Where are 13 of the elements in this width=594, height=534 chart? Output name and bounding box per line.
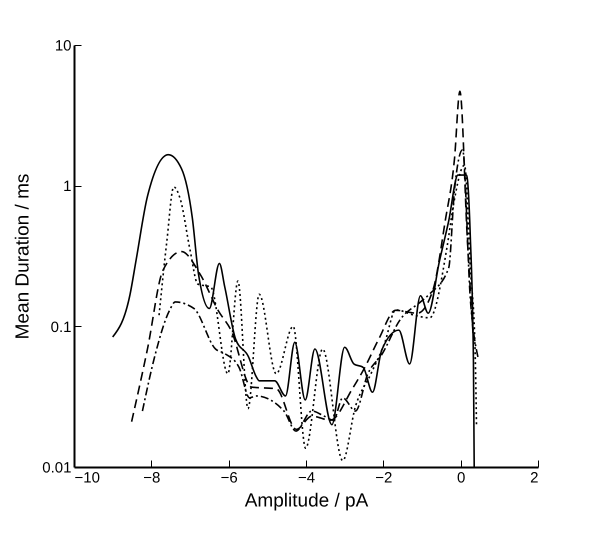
y-tick-label: 1	[63, 178, 72, 196]
y-tick-label: 0.1	[50, 318, 72, 336]
x-axis-title: Amplitude / pA	[244, 490, 369, 512]
x-tick-label: −10	[74, 470, 100, 486]
x-tick-label: 2	[530, 470, 538, 486]
x-tick-label: −8	[143, 470, 160, 486]
x-tick-label: −2	[375, 470, 392, 486]
x-tick-label: −6	[220, 470, 238, 486]
x-tick-label: 0	[456, 470, 466, 486]
y-tick-label: 0.01	[42, 460, 72, 476]
y-axis-title: Mean Duration / ms	[12, 174, 34, 340]
x-tick-label: −4	[298, 470, 316, 486]
y-tick-label: 10	[54, 38, 72, 54]
